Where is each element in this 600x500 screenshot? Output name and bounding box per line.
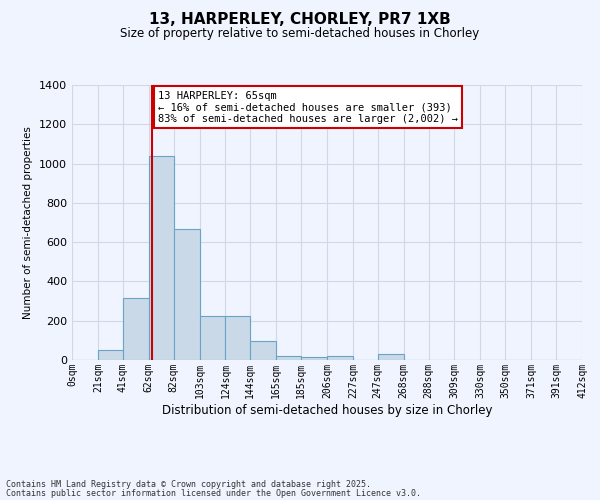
Bar xyxy=(378,354,404,360)
Bar xyxy=(149,156,173,360)
Text: 13 HARPERLEY: 65sqm
← 16% of semi-detached houses are smaller (393)
83% of semi-: 13 HARPERLEY: 65sqm ← 16% of semi-detach… xyxy=(158,90,458,124)
Bar xyxy=(98,350,123,360)
Text: Contains public sector information licensed under the Open Government Licence v3: Contains public sector information licen… xyxy=(6,489,421,498)
Bar xyxy=(226,316,250,360)
Text: Size of property relative to semi-detached houses in Chorley: Size of property relative to semi-detach… xyxy=(121,28,479,40)
Bar xyxy=(327,356,353,360)
Bar xyxy=(276,356,301,360)
Bar xyxy=(173,230,199,360)
X-axis label: Distribution of semi-detached houses by size in Chorley: Distribution of semi-detached houses by … xyxy=(162,404,492,416)
Text: 13, HARPERLEY, CHORLEY, PR7 1XB: 13, HARPERLEY, CHORLEY, PR7 1XB xyxy=(149,12,451,28)
Bar xyxy=(199,316,226,360)
Bar xyxy=(301,357,327,360)
Bar xyxy=(123,298,149,360)
Text: Contains HM Land Registry data © Crown copyright and database right 2025.: Contains HM Land Registry data © Crown c… xyxy=(6,480,371,489)
Y-axis label: Number of semi-detached properties: Number of semi-detached properties xyxy=(23,126,34,319)
Bar xyxy=(250,342,276,360)
